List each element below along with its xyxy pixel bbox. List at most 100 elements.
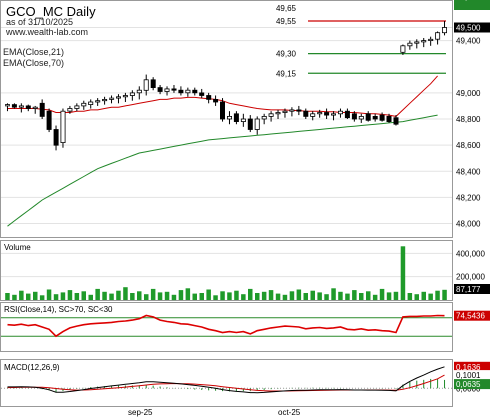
candle-body	[435, 32, 441, 40]
ema70-badge-bg	[454, 0, 490, 10]
macd-panel-frame	[0, 359, 453, 407]
price-tick-label: 48,000	[456, 220, 481, 229]
volume-bar	[164, 291, 170, 300]
volume-bar	[352, 290, 357, 300]
volume-bar	[248, 288, 253, 300]
price-level-label: 49,30	[276, 50, 297, 59]
volume-bar	[359, 293, 364, 300]
volume-bar	[241, 294, 246, 300]
volume-bar	[81, 291, 86, 301]
volume-bar	[289, 291, 295, 301]
candle-body	[268, 113, 274, 117]
candle-body	[199, 92, 205, 96]
price-level-label: 49,55	[276, 17, 297, 26]
volume-bar	[338, 291, 343, 300]
candle-body	[324, 112, 330, 116]
volume-bar	[192, 293, 197, 300]
candle-body	[296, 109, 302, 112]
macd-panel-label: MACD(12,26,9)	[4, 363, 60, 372]
volume-bar	[220, 291, 225, 301]
candle-body	[393, 117, 399, 125]
ema70-line	[7, 114, 438, 227]
close-price-badge-bg	[454, 22, 490, 33]
macd-signal-badge-bg	[454, 370, 490, 381]
volume-bar	[109, 293, 114, 300]
candle-body	[379, 114, 385, 121]
volume-bar	[442, 289, 447, 300]
volume-bar	[74, 293, 80, 300]
volume-bar	[386, 292, 392, 300]
candle-body	[206, 95, 212, 100]
volume-bar	[234, 290, 239, 300]
rsi-badge-bg	[454, 310, 490, 321]
volume-bar	[255, 293, 260, 300]
site-url[interactable]: www.wealth-lab.com	[5, 27, 88, 37]
candle-body	[330, 113, 336, 116]
candle-body	[289, 109, 295, 112]
volume-bar	[227, 292, 232, 300]
panel-frames	[0, 0, 453, 407]
candle-body	[441, 27, 447, 34]
candle-body	[18, 105, 24, 108]
volume-bar	[116, 290, 121, 300]
volume-bar	[137, 291, 142, 301]
price-tick-label: 48,400	[456, 167, 481, 176]
candle-body	[74, 105, 80, 109]
candle-body	[95, 100, 101, 103]
candle-body	[303, 110, 309, 117]
volume-bar	[393, 291, 399, 300]
rsi-badge: 74,5436	[456, 312, 485, 321]
candle-body	[39, 102, 45, 117]
volume-bar	[123, 287, 128, 300]
candle-body	[337, 110, 343, 115]
volume-badge-bg	[454, 284, 490, 294]
candle-body	[386, 116, 392, 123]
volume-bar	[324, 294, 329, 300]
price-panel-frame	[0, 0, 453, 238]
macd-signal-badge: 0,1001	[456, 371, 481, 380]
candle-body	[122, 95, 128, 98]
candle-body	[129, 92, 135, 96]
y-axis-labels: 49,500 49,400 49,000 48,800 48,600 48,400 48,2…	[456, 24, 485, 394]
volume-panel	[5, 246, 447, 301]
candle-body	[5, 104, 10, 107]
price-tick-label: 49,400	[456, 37, 481, 46]
volume-bar	[303, 293, 308, 300]
volume-bar	[296, 289, 302, 300]
volume-bar	[400, 246, 406, 300]
candle-body	[81, 102, 87, 107]
candle-body	[185, 89, 191, 94]
candle-body	[351, 113, 357, 120]
volume-bar	[268, 290, 274, 300]
candle-body	[143, 79, 149, 91]
ema70-badge: 48,811	[456, 0, 480, 2]
volume-bar	[379, 288, 385, 300]
candle-body	[407, 42, 413, 47]
candle-body	[365, 113, 371, 121]
volume-bar	[331, 288, 336, 300]
volume-bar	[157, 292, 163, 300]
volume-bar	[428, 293, 433, 300]
candle-body	[428, 38, 434, 41]
candle-body	[116, 96, 122, 99]
volume-bar	[372, 294, 378, 301]
volume-bar	[33, 291, 38, 300]
price-tick-label: 49,000	[456, 89, 481, 98]
volume-bar	[5, 293, 10, 300]
as-of-date: as of 31/10/2025	[6, 17, 73, 27]
price-panel: 49,65 49,55 49,30 49,15	[5, 4, 447, 227]
rsi-panel-frame	[0, 302, 453, 352]
candle-body	[310, 113, 316, 117]
x-label-oct-25: oct-25	[278, 408, 301, 417]
macd-hist-badge-bg	[454, 379, 490, 390]
candle-body	[67, 108, 73, 112]
volume-badge: 87,177	[456, 285, 481, 294]
candle-body	[233, 113, 239, 123]
volume-bar	[39, 295, 45, 300]
candle-body	[240, 118, 246, 122]
macd-value-badge-bg	[454, 361, 490, 372]
volume-bar	[310, 290, 315, 300]
candle-body	[192, 89, 198, 94]
candle-body	[11, 104, 17, 108]
